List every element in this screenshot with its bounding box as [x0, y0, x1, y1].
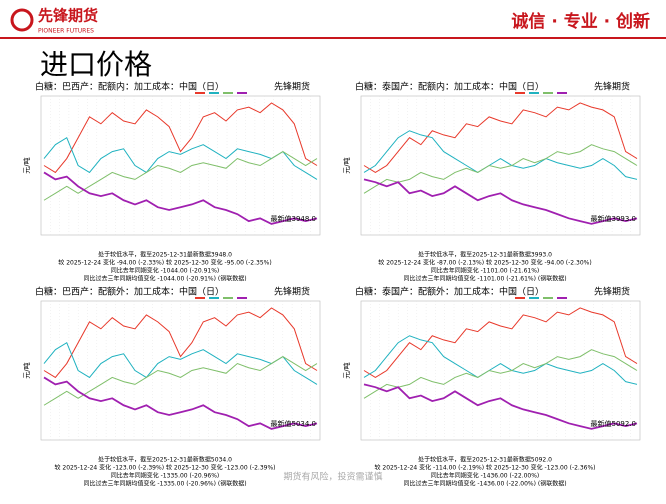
note-line: 同比去年同期变化 -1335.00 (-20.96%) [111, 472, 220, 480]
chart-source: 先锋期货 [594, 81, 630, 93]
y-axis-label: 元/吨 [22, 362, 31, 378]
note-line: 同比过去三年同期均值变化 -1436.00 (-22.00%) (钢联数据) [403, 480, 566, 488]
series-line [43, 376, 318, 430]
series-line [43, 151, 318, 201]
note-line: 处于较低水平，截至2025-12-31最新数据5034.0 [98, 456, 232, 464]
chart-source: 先锋期货 [274, 286, 310, 298]
latest-annotation: 最新值5034.0 [271, 419, 317, 428]
latest-annotation: 最新值3948.0 [271, 214, 317, 223]
chart-source: 先锋期货 [274, 81, 310, 93]
chart-source: 先锋期货 [594, 286, 630, 298]
chart-title: 白糖：巴西产：配额外：加工成本：中国（日） [35, 286, 224, 298]
note-line: 较 2025-12-24 变化 -123.00 (-2.39%) 较 2025-… [54, 464, 275, 472]
logo-icon [10, 8, 34, 32]
series-line [363, 130, 638, 180]
slogan: 诚信 · 专业 · 创新 [511, 11, 650, 32]
series-line [363, 102, 638, 174]
slide-title: 进口价格 [40, 48, 152, 81]
series-line [43, 102, 318, 174]
series-line [43, 307, 318, 379]
chart-title: 白糖：泰国产：配额内：加工成本：中国（日） [355, 81, 544, 93]
logo-text: 先锋期货 [38, 7, 98, 25]
note-line: 同比过去三年同期均值变化 -1335.00 (-20.96%) (钢联数据) [83, 480, 246, 488]
note-line: 同比过去三年同期均值变化 -1044.00 (-20.91%) (钢联数据) [83, 275, 246, 283]
series-line [363, 349, 638, 399]
series-line [363, 178, 638, 225]
series-line [363, 307, 638, 379]
latest-annotation: 最新值5092.0 [591, 419, 637, 428]
series-line [363, 383, 638, 430]
note-line: 较 2025-12-24 变化 -87.00 (-2.13%) 较 2025-1… [378, 259, 591, 267]
note-line: 处于较低水平，截至2025-12-31最新数据5092.0 [418, 456, 552, 464]
note-line: 同比去年同期变化 -1044.00 (-20.91%) [111, 267, 220, 275]
series-line [363, 144, 638, 194]
series-line [43, 341, 318, 385]
logo-subtext: PIONEER FUTURES [38, 28, 94, 35]
note-line: 处于较低水平，截至2025-12-31最新数据3993.0 [418, 251, 552, 259]
note-line: 同比过去三年同期均值变化 -1101.00 (-21.61%) (钢联数据) [403, 275, 566, 283]
series-line [43, 136, 318, 180]
note-line: 同比去年同期变化 -1436.00 (-22.00%) [431, 472, 540, 480]
note-line: 同比去年同期变化 -1101.00 (-21.61%) [431, 267, 540, 275]
note-line: 较 2025-12-24 变化 -94.00 (-2.33%) 较 2025-1… [58, 259, 271, 267]
y-axis-label: 元/吨 [22, 157, 31, 173]
series-line [363, 335, 638, 385]
chart-title: 白糖：巴西产：配额内：加工成本：中国（日） [35, 81, 224, 93]
series-line [43, 356, 318, 406]
note-line: 较 2025-12-24 变化 -114.00 (-2.19%) 较 2025-… [374, 464, 595, 472]
series-line [43, 171, 318, 225]
footer: 期货有风险，投资需谨慎 [283, 471, 382, 483]
y-axis-label: 元/吨 [342, 157, 351, 173]
chart-title: 白糖：泰国产：配额外：加工成本：中国（日） [355, 286, 544, 298]
latest-annotation: 最新值3993.0 [591, 214, 637, 223]
note-line: 处于较低水平，截至2025-12-31最新数据3948.0 [98, 251, 232, 259]
y-axis-label: 元/吨 [342, 362, 351, 378]
